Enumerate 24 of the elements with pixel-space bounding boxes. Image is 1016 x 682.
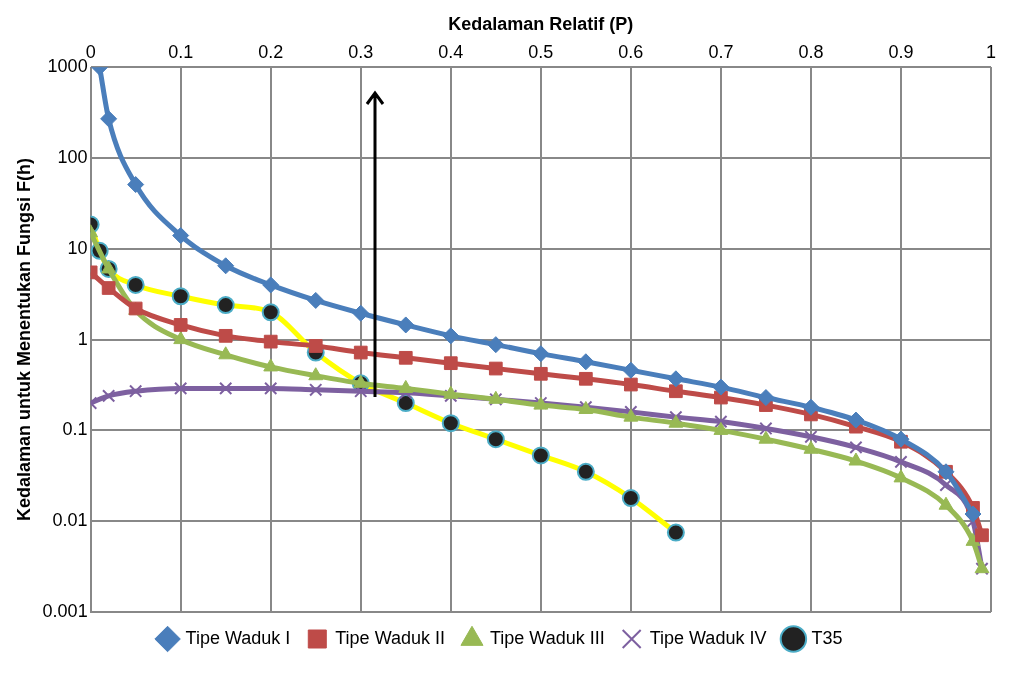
x-tick-label: 0.2 [258, 42, 284, 63]
y-tick-label: 10 [67, 237, 88, 258]
x-tick-label: 0.7 [708, 42, 734, 63]
legend-label: T35 [811, 627, 843, 648]
legend-label: Tipe Waduk I [185, 627, 291, 648]
x-tick-label: 0.9 [888, 42, 914, 63]
y-tick-label: 1000 [47, 56, 88, 77]
y-axis-title: Kedalaman untuk Menentukan Fungsi F(h) [13, 158, 34, 522]
y-tick-label: 0.01 [52, 510, 88, 531]
x-tick-label: 1 [985, 42, 997, 63]
y-tick-label: 0.001 [42, 600, 88, 621]
x-tick-label: 0.1 [168, 42, 194, 63]
y-tick-label: 1 [77, 328, 88, 349]
legend-label: Tipe Waduk IV [649, 627, 767, 648]
legend-label: Tipe Waduk III [489, 627, 605, 648]
x-tick-label: 0.5 [528, 42, 554, 63]
x-tick-label: 0.4 [438, 42, 464, 63]
y-tick-label: 0.1 [62, 419, 88, 440]
legend-label: Tipe Waduk II [335, 627, 445, 648]
x-axis-title: Kedalaman Relatif (P) [448, 13, 634, 34]
x-tick-label: 0.3 [348, 42, 374, 63]
y-tick-label: 100 [57, 146, 88, 167]
x-tick-label: 0.8 [798, 42, 824, 63]
x-tick-label: 0.6 [618, 42, 644, 63]
